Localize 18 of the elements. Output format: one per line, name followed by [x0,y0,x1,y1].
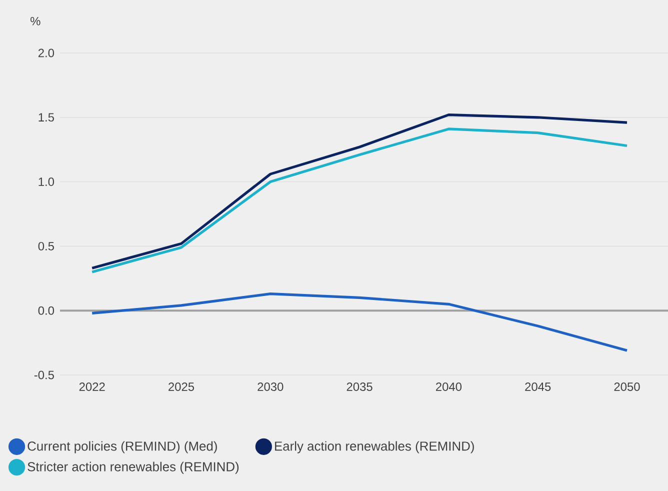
legend-label: Current policies (REMIND) (Med) [28,441,217,454]
y-tick-label: 1.0 [38,178,54,186]
x-tick-label: 2035 [346,382,372,391]
x-tick-label: 2030 [258,382,284,391]
y-tick-label: 1.5 [38,113,54,122]
x-tick-label: 2040 [436,382,462,391]
x-tick-label: 2022 [79,382,105,391]
x-tick-label: 2045 [525,382,551,391]
x-tick-label: 2025 [168,382,194,391]
y-tick-label: 0.5 [38,242,54,250]
x-tick-label: 2050 [614,382,640,391]
line-series [90,292,628,352]
y-tick-label: 0.0 [38,306,54,315]
y-tick-label: 2.0 [38,48,54,58]
legend-label: Early action renewables (REMIND) [275,441,474,454]
y-axis-title: % [30,16,40,26]
legend-label: Stricter action renewables (REMIND) [28,462,239,474]
y-tick-label: -0.5 [34,370,54,380]
